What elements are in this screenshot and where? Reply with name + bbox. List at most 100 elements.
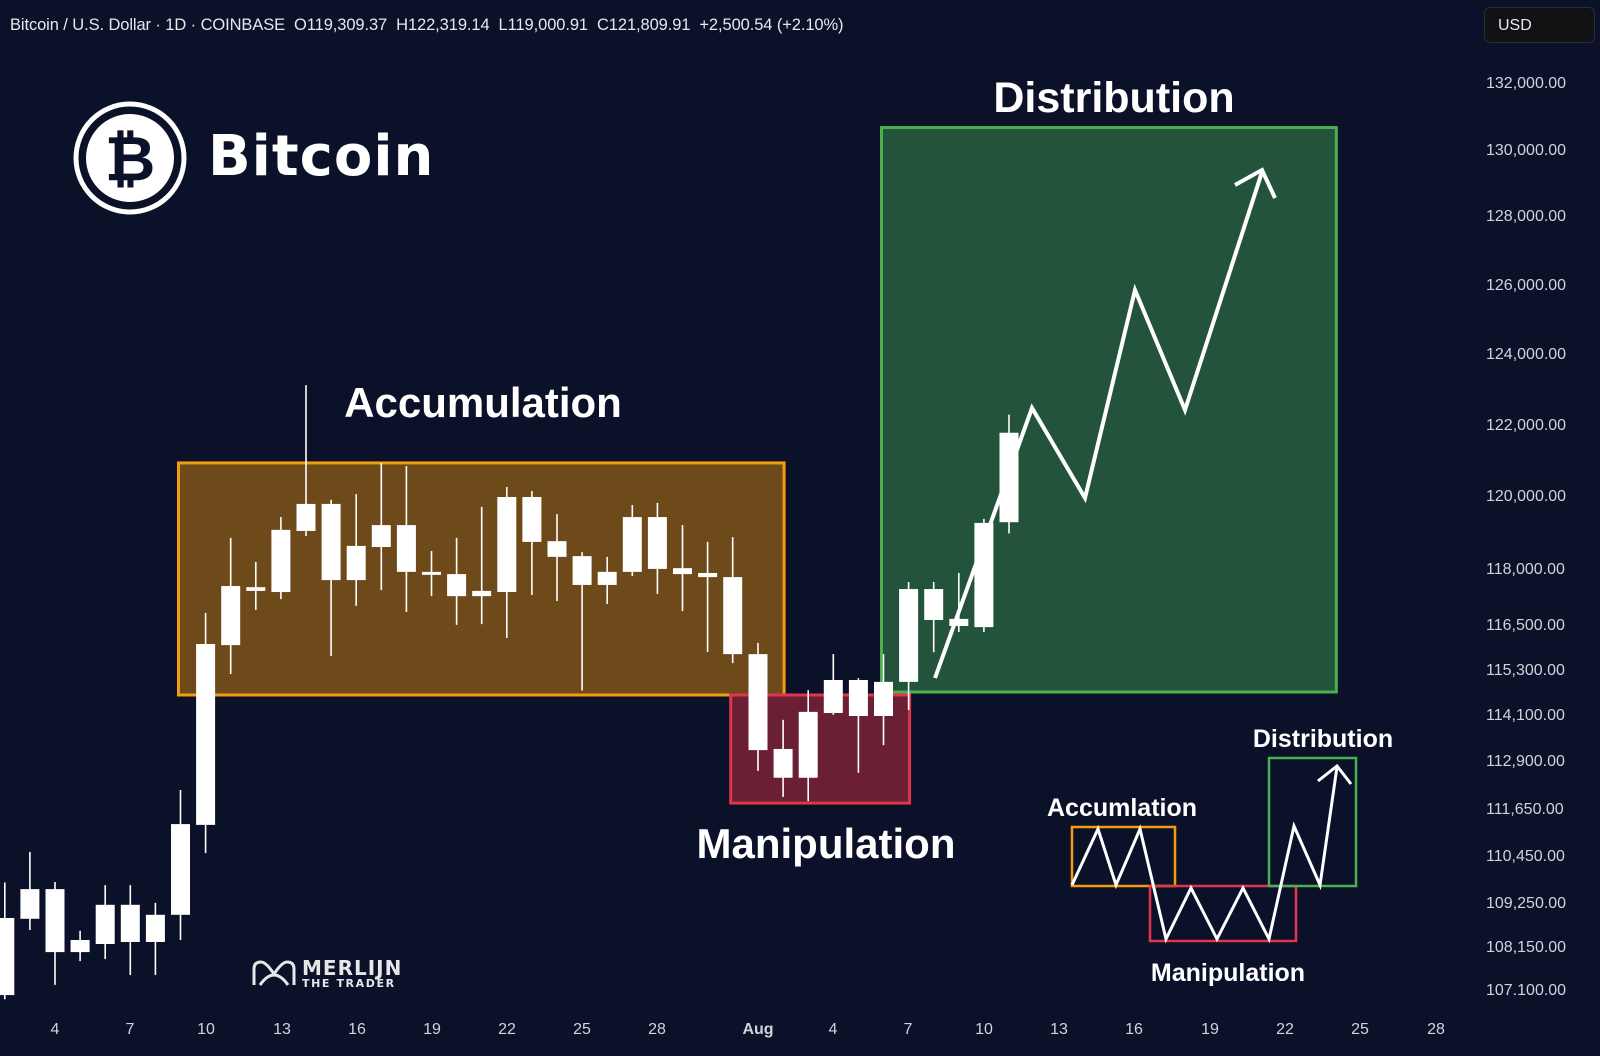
candle[interactable] bbox=[723, 537, 743, 664]
candle[interactable] bbox=[472, 506, 492, 625]
candle[interactable] bbox=[823, 654, 843, 715]
candle[interactable] bbox=[45, 882, 65, 985]
candle[interactable] bbox=[949, 572, 969, 632]
time-tick-label: 4 bbox=[50, 1021, 60, 1038]
candle[interactable] bbox=[371, 462, 391, 591]
candle-body bbox=[0, 918, 15, 996]
candle[interactable] bbox=[748, 642, 768, 771]
candle[interactable] bbox=[422, 551, 441, 597]
candle-body bbox=[422, 571, 441, 575]
candle-body bbox=[924, 589, 944, 621]
candle-body bbox=[899, 589, 919, 682]
accumulation-label: Accumulation bbox=[344, 379, 622, 426]
price-tick-label: 109,250.00 bbox=[1486, 895, 1567, 912]
candle[interactable] bbox=[20, 851, 40, 930]
candle[interactable] bbox=[924, 581, 944, 653]
manipulation-label: Manipulation bbox=[697, 820, 956, 867]
candle-body bbox=[798, 711, 818, 778]
candle[interactable] bbox=[95, 885, 115, 960]
candle[interactable] bbox=[522, 490, 542, 596]
candle[interactable] bbox=[120, 885, 140, 976]
candle[interactable] bbox=[622, 505, 642, 576]
mini-arrow-head bbox=[1317, 763, 1353, 785]
candle[interactable] bbox=[974, 518, 994, 632]
candle[interactable] bbox=[321, 499, 341, 656]
candle[interactable] bbox=[547, 514, 567, 601]
candle[interactable] bbox=[196, 612, 216, 854]
candle-body bbox=[447, 574, 467, 597]
candle[interactable] bbox=[647, 502, 667, 594]
time-tick-label: 25 bbox=[573, 1021, 591, 1038]
price-tick-label: 128,000.00 bbox=[1486, 208, 1567, 225]
watermark: MERLIJN THE TRADER bbox=[250, 958, 402, 989]
candle[interactable] bbox=[597, 556, 617, 604]
candle[interactable] bbox=[271, 517, 291, 600]
candle-body bbox=[622, 517, 642, 572]
candle-body bbox=[196, 644, 216, 825]
candle[interactable] bbox=[447, 537, 467, 625]
price-tick-label: 115,300.00 bbox=[1486, 662, 1565, 679]
price-tick-label: 108,150.00 bbox=[1486, 939, 1567, 956]
candle[interactable] bbox=[798, 690, 818, 802]
price-tick-label: 111,650.00 bbox=[1486, 801, 1564, 818]
time-tick-label: 10 bbox=[197, 1021, 215, 1038]
ohlc-low: L119,000.91 bbox=[498, 16, 589, 34]
time-tick-label: 22 bbox=[498, 1021, 516, 1038]
mini-accumulation-label: Accumlation bbox=[1047, 794, 1197, 822]
candle-body bbox=[145, 914, 165, 942]
candle-body bbox=[773, 748, 793, 778]
candle-body bbox=[572, 556, 592, 585]
candle-body bbox=[673, 568, 692, 575]
candle[interactable] bbox=[396, 466, 416, 612]
candle-body bbox=[848, 680, 868, 716]
price-tick-label: 130,000.00 bbox=[1486, 142, 1567, 159]
time-tick-label: 16 bbox=[348, 1021, 366, 1038]
candle[interactable] bbox=[296, 385, 316, 537]
candle-body bbox=[497, 497, 517, 593]
candle[interactable] bbox=[70, 930, 90, 962]
ohlc-open: O119,309.37 bbox=[294, 16, 388, 34]
time-tick-label: 19 bbox=[1201, 1021, 1219, 1038]
time-tick-label: 28 bbox=[648, 1021, 666, 1038]
time-tick-label: 28 bbox=[1427, 1021, 1445, 1038]
amd-mini-diagram: Accumlation Distribution Manipulation bbox=[1047, 725, 1393, 987]
candle[interactable] bbox=[346, 494, 366, 606]
candle-body bbox=[396, 525, 416, 572]
mini-distribution-box bbox=[1267, 756, 1358, 888]
price-tick-label: 126,000.00 bbox=[1486, 277, 1567, 294]
candle[interactable] bbox=[145, 902, 165, 976]
watermark-line1: MERLIJN bbox=[302, 956, 403, 980]
candle[interactable] bbox=[773, 719, 793, 797]
candle[interactable] bbox=[698, 541, 718, 652]
candle-body bbox=[823, 680, 843, 713]
watermark-line2: THE TRADER bbox=[302, 977, 396, 990]
candle[interactable] bbox=[171, 790, 190, 940]
distribution-label: Distribution bbox=[993, 74, 1234, 122]
candle-body bbox=[698, 572, 718, 578]
mini-zigzag-path bbox=[1070, 766, 1339, 944]
candle[interactable] bbox=[0, 882, 15, 1000]
candle[interactable] bbox=[899, 581, 919, 710]
candle[interactable] bbox=[874, 654, 893, 746]
candle-body bbox=[723, 577, 743, 655]
time-tick-label: 19 bbox=[423, 1021, 441, 1038]
candle-body bbox=[949, 618, 969, 626]
candle[interactable] bbox=[497, 487, 517, 638]
candle[interactable] bbox=[673, 525, 692, 612]
mini-manipulation-label: Manipulation bbox=[1151, 959, 1305, 987]
bitcoin-logo-icon: ₿ bbox=[73, 101, 187, 215]
candle-body bbox=[547, 541, 567, 557]
currency-button[interactable]: USD bbox=[1484, 7, 1595, 43]
candle[interactable] bbox=[221, 537, 241, 674]
candle[interactable] bbox=[572, 552, 592, 691]
projection-arrow-path bbox=[933, 171, 1264, 679]
price-tick-label: 120,000.00 bbox=[1486, 488, 1567, 505]
candle-body bbox=[246, 587, 266, 591]
candle-body bbox=[70, 940, 90, 953]
candle[interactable] bbox=[246, 561, 266, 610]
time-tick-label: 13 bbox=[273, 1021, 291, 1038]
candle[interactable] bbox=[848, 678, 868, 773]
candle-body bbox=[95, 904, 115, 944]
merlijn-logo-icon bbox=[252, 959, 296, 986]
